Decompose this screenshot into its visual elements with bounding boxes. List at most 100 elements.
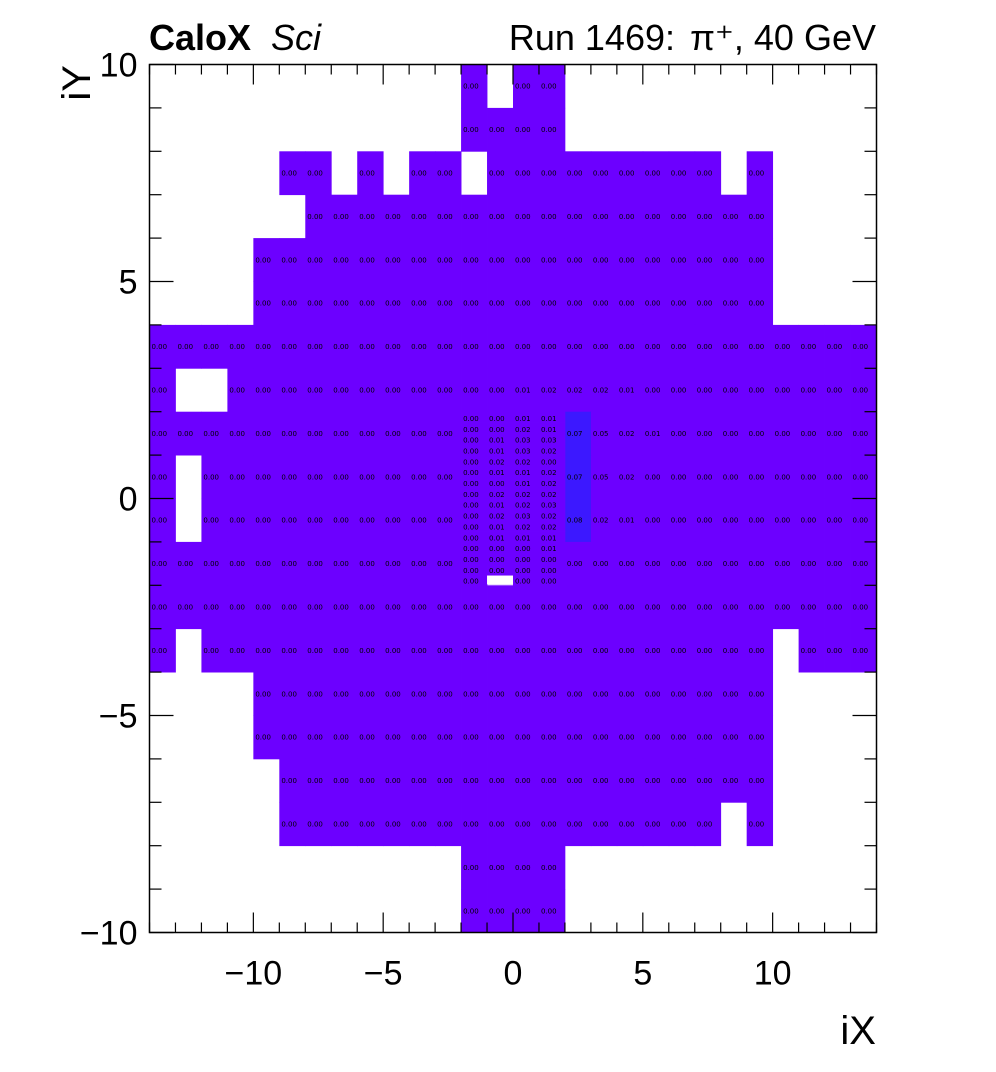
cell-value-label: 0.00 <box>775 604 791 612</box>
heatmap-cell <box>279 585 306 630</box>
heatmap-cell <box>564 628 592 673</box>
heatmap-cell <box>435 585 462 630</box>
cell-value-label: 0.00 <box>619 647 635 655</box>
fine-cell-value-label: 0.00 <box>463 469 479 477</box>
fine-cell-value-label: 0.02 <box>541 491 557 499</box>
fine-heatmap-cell <box>538 433 566 445</box>
heatmap-cell <box>357 455 384 499</box>
heatmap-cell <box>383 194 410 239</box>
heatmap-cell <box>383 672 410 716</box>
cell-value-label: 0.00 <box>749 430 765 438</box>
heatmap-cell <box>564 715 592 760</box>
cell-value-label: 0.00 <box>177 560 193 568</box>
cell-value-label: 0.00 <box>619 821 635 829</box>
heatmap-cell <box>642 455 670 499</box>
cell-value-label: 0.00 <box>281 170 297 178</box>
cell-value-label: 0.00 <box>671 517 687 525</box>
fine-cell-value-label: 0.02 <box>541 480 557 488</box>
cell-value-label: 0.00 <box>229 430 245 438</box>
cell-value-label: 0.00 <box>827 560 843 568</box>
heatmap-cell <box>435 541 462 586</box>
cell-value-label: 0.00 <box>177 604 193 612</box>
heatmap-cell <box>513 889 540 933</box>
heatmap-cell <box>616 281 644 326</box>
heatmap-cell <box>279 411 306 456</box>
cell-value-label: 0.00 <box>359 517 375 525</box>
fine-heatmap-cell <box>487 520 514 532</box>
cell-value-label: 0.00 <box>749 256 765 264</box>
heatmap-cell <box>149 368 176 413</box>
cell-value-label: 0.00 <box>463 864 479 872</box>
cell-value-label: 0.00 <box>749 690 765 698</box>
fine-cell-value-label: 0.00 <box>463 426 479 434</box>
heatmap-cell <box>227 498 254 543</box>
fine-cell-value-label: 0.01 <box>515 534 531 542</box>
cell-value-label: 0.00 <box>411 256 427 264</box>
heatmap-cell <box>590 715 618 760</box>
heatmap-cell <box>616 758 644 803</box>
cell-value-label: 0.00 <box>567 647 583 655</box>
heatmap-cell <box>461 715 488 760</box>
cell-value-label: 0.00 <box>385 256 401 264</box>
heatmap-cell <box>357 715 384 760</box>
heatmap-cell <box>305 455 332 499</box>
fine-heatmap-cell <box>513 444 540 456</box>
heatmap-cell <box>409 585 436 630</box>
fine-cell-value-label: 0.00 <box>463 534 479 542</box>
heatmap-cell <box>720 194 748 239</box>
cell-value-label: 0.00 <box>853 430 869 438</box>
cell-value-label: 0.00 <box>775 560 791 568</box>
heatmap-cell <box>850 411 877 456</box>
x-tick-label: −10 <box>225 955 283 993</box>
heatmap-cell <box>409 411 436 456</box>
cell-value-label: 0.00 <box>385 777 401 785</box>
cell-value-label: 0.00 <box>645 604 661 612</box>
cell-value-label: 0.00 <box>801 647 817 655</box>
heatmap-cell <box>564 194 592 239</box>
heatmap-cell <box>513 845 540 890</box>
heatmap-cell <box>305 368 332 413</box>
fine-heatmap-cell <box>538 541 566 554</box>
cell-value-label: 0.00 <box>152 343 168 351</box>
heatmap-cell <box>564 368 592 413</box>
heatmap-cell <box>746 151 774 196</box>
heatmap-cell <box>201 628 228 673</box>
cell-value-label: 0.00 <box>515 83 531 91</box>
cell-value-label: 0.00 <box>749 777 765 785</box>
heatmap-cell <box>824 498 851 543</box>
heatmap-cell <box>435 628 462 673</box>
y-tick-label: 5 <box>119 264 138 302</box>
heatmap-cell <box>487 107 514 152</box>
fine-heatmap-cell <box>487 433 514 445</box>
cell-value-label: 0.00 <box>333 300 349 308</box>
heatmap-cell <box>305 585 332 630</box>
heatmap-cell <box>824 411 851 456</box>
heatmap-cell <box>461 889 488 933</box>
cell-value-label: 0.00 <box>723 560 739 568</box>
fine-cell-value-label: 0.00 <box>489 545 505 553</box>
cell-value-label: 0.00 <box>541 256 557 264</box>
cell-value-label: 0.00 <box>671 387 687 395</box>
heatmap-cell <box>331 324 358 369</box>
cell-value-label: 0.00 <box>255 430 271 438</box>
cell-value-label: 0.00 <box>645 473 661 481</box>
cell-value-label: 0.00 <box>333 430 349 438</box>
cell-value-label: 0.00 <box>333 256 349 264</box>
fine-heatmap-cell <box>487 487 514 499</box>
fine-cell-value-label: 0.00 <box>515 567 531 575</box>
heatmap-cell <box>461 238 488 282</box>
cell-value-label: 0.00 <box>359 777 375 785</box>
heatmap-cell <box>590 324 618 369</box>
cell-value-label: 0.01 <box>619 517 635 525</box>
cell-value-label: 0.00 <box>723 300 739 308</box>
heatmap-cell <box>668 802 696 847</box>
fine-cell-value-label: 0.02 <box>541 469 557 477</box>
fine-cell-value-label: 0.00 <box>463 447 479 455</box>
chart-title: CaloX Sci <box>149 17 322 58</box>
fine-cell-value-label: 0.03 <box>515 447 531 455</box>
cell-value-label: 0.00 <box>489 213 505 221</box>
cell-value-label: 0.00 <box>333 343 349 351</box>
cell-value-label: 0.00 <box>567 256 583 264</box>
heatmap-cell <box>850 628 877 673</box>
cell-value-label: 0.00 <box>749 821 765 829</box>
